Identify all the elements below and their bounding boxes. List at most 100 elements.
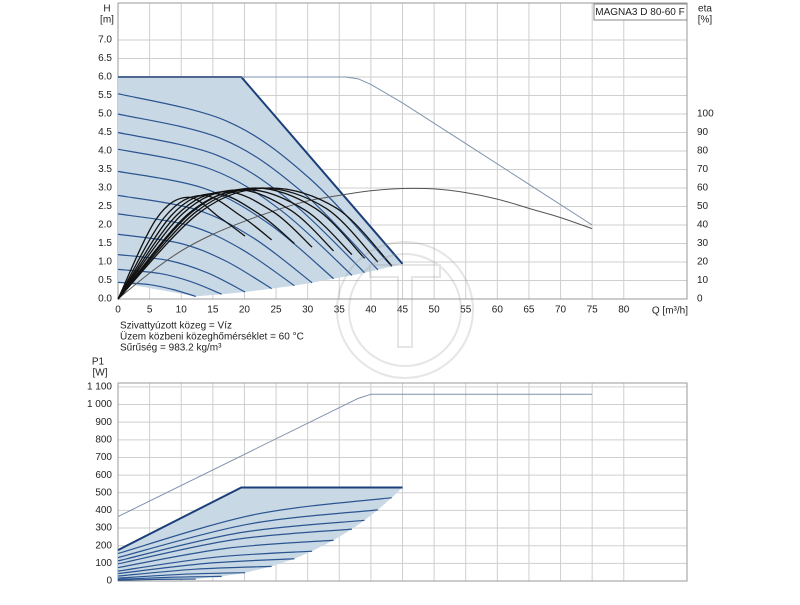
y-axis-label: P1 [92, 357, 105, 368]
title-box [593, 3, 688, 21]
x-axis-label: Q [m³/h] [652, 306, 688, 317]
y-tick-label: 200 [95, 540, 112, 551]
x-tick-label: 5 [147, 305, 153, 316]
y-tick-label: 1.0 [98, 257, 112, 268]
y-tick-label: 1 000 [87, 399, 112, 410]
y-tick-label: 700 [95, 452, 112, 463]
y-tick-label: 800 [95, 434, 112, 445]
curve [117, 486, 403, 552]
curve [117, 113, 379, 271]
text-layer: MAGNA3 D 80-60 F H [m] eta [%] Q [m³/h] … [87, 3, 714, 587]
curve [117, 565, 272, 577]
x-tick-label: 65 [523, 305, 535, 316]
curve [117, 539, 334, 569]
lines-layer [117, 76, 593, 581]
y-tick-label: 6.5 [98, 53, 112, 64]
curve [117, 550, 313, 572]
y-tick-label: 600 [95, 470, 112, 481]
y-tick-label: 4.5 [98, 127, 112, 138]
fill-layer [118, 77, 403, 581]
curve [117, 393, 593, 518]
y2-tick-label: 90 [697, 127, 709, 138]
annotation: Szivattyúzott közeg = Víz [120, 321, 232, 332]
y-axis-unit: [m] [100, 15, 114, 26]
curve [117, 148, 353, 276]
annotation: Sűrűség = 983.2 kg/m³ [120, 343, 222, 354]
x-tick-label: 60 [492, 305, 504, 316]
y2-tick-label: 60 [697, 183, 709, 194]
grid-layer [117, 2, 688, 582]
curve [117, 187, 593, 300]
y-tick-label: 1.5 [98, 238, 112, 249]
y2-tick-label: 10 [697, 275, 709, 286]
x-tick-label: 30 [302, 305, 314, 316]
curve [117, 192, 295, 300]
curve [117, 509, 378, 559]
y-tick-label: 400 [95, 505, 112, 516]
curve [117, 213, 295, 287]
y-tick-label: 2.5 [98, 201, 112, 212]
y-tick-label: 300 [95, 523, 112, 534]
y-tick-label: 0 [106, 576, 112, 587]
y-tick-label: 7.0 [98, 35, 112, 46]
x-tick-label: 15 [207, 305, 219, 316]
y-tick-label: 2.0 [98, 220, 112, 231]
y2-tick-label: 40 [697, 220, 709, 231]
y-tick-label: 500 [95, 487, 112, 498]
y2-tick-label: 100 [697, 109, 714, 120]
curve [117, 572, 246, 579]
y-tick-label: 900 [95, 417, 112, 428]
curve [118, 76, 593, 226]
x-tick-label: 20 [239, 305, 251, 316]
curve [117, 519, 365, 562]
y-tick-label: 4.0 [98, 146, 112, 157]
x-tick-label: 70 [555, 305, 567, 316]
y2-tick-label: 0 [697, 294, 703, 305]
curve [117, 575, 222, 581]
y-axis-label: H [103, 4, 110, 15]
y-tick-label: 6.0 [98, 72, 112, 83]
x-tick-label: 80 [618, 305, 630, 316]
annotation: Üzem közbeni közeghőmérséklet = 60 °C [120, 331, 304, 343]
x-tick-label: 75 [587, 305, 599, 316]
y2-tick-label: 80 [697, 146, 709, 157]
curve [117, 578, 196, 581]
y-tick-label: 100 [95, 558, 112, 569]
x-tick-label: 25 [270, 305, 282, 316]
x-tick-label: 45 [397, 305, 409, 316]
y-tick-label: 3.0 [98, 183, 112, 194]
y2-tick-label: 30 [697, 238, 709, 249]
y-tick-label: 0.0 [98, 294, 112, 305]
curve [117, 131, 365, 274]
y-axis-unit: [W] [93, 368, 108, 379]
curve [117, 194, 273, 300]
x-tick-label: 10 [176, 305, 188, 316]
watermark-logo [336, 241, 474, 379]
chart-title: MAGNA3 D 80-60 F [595, 7, 684, 18]
operating-range-fill [118, 487, 403, 581]
curve [117, 187, 366, 300]
y-tick-label: 0.5 [98, 275, 112, 286]
curve [117, 196, 246, 300]
y2-axis-label: eta [698, 4, 712, 15]
y2-tick-label: 20 [697, 257, 709, 268]
curve [117, 170, 334, 280]
operating-range-fill [118, 77, 403, 297]
y2-tick-label: 50 [697, 201, 709, 212]
curve [117, 191, 313, 300]
y2-tick-label: 70 [697, 164, 709, 175]
curve [117, 497, 392, 555]
y-tick-label: 1 100 [87, 382, 112, 393]
y-tick-label: 5.0 [98, 109, 112, 120]
x-tick-label: 0 [115, 305, 121, 316]
x-tick-label: 40 [365, 305, 377, 316]
x-tick-label: 35 [334, 305, 346, 316]
curve [117, 558, 295, 575]
x-tick-label: 50 [429, 305, 441, 316]
y-tick-label: 3.5 [98, 164, 112, 175]
curve [117, 93, 393, 267]
plot-frame [117, 382, 688, 582]
x-tick-label: 55 [460, 305, 472, 316]
curve [117, 189, 335, 300]
